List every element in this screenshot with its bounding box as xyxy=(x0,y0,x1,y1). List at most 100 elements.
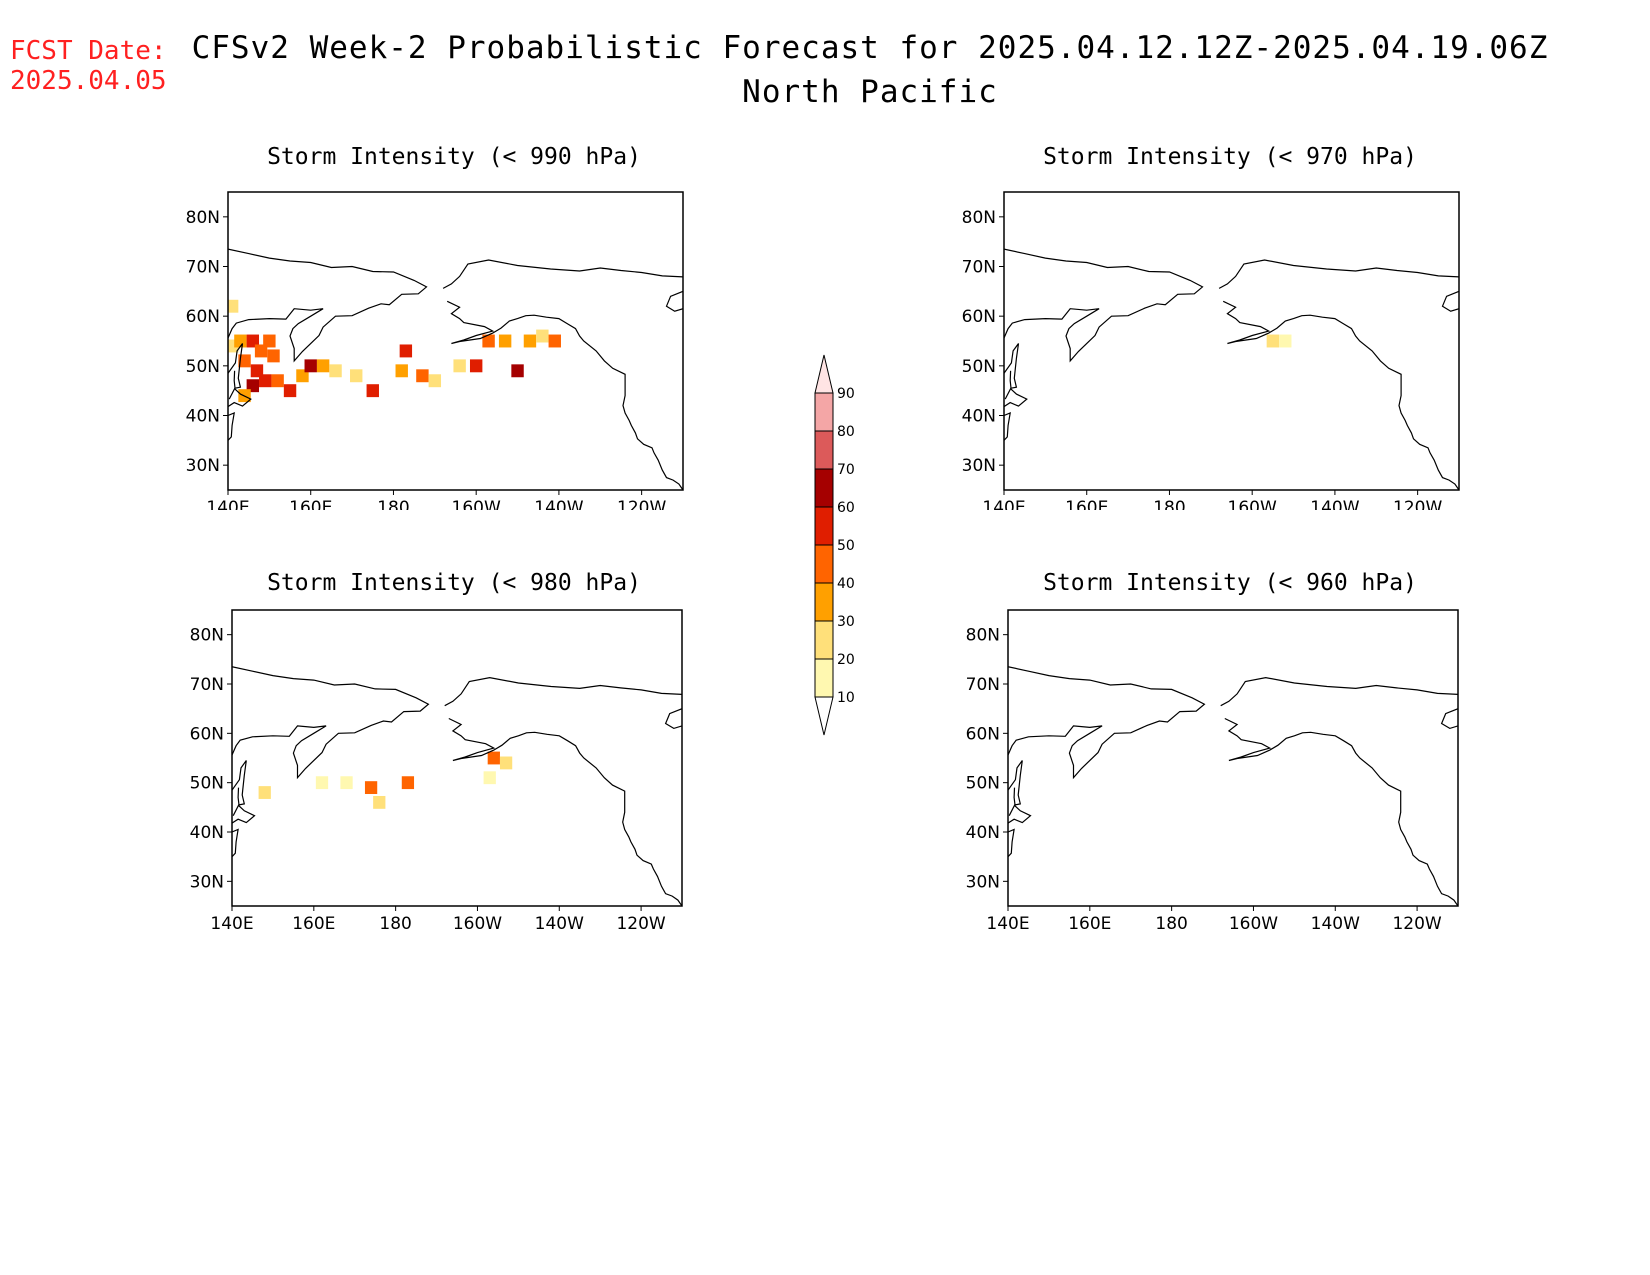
lat-tick-label: 30N xyxy=(966,872,1000,892)
prob-cell xyxy=(340,776,353,790)
prob-cell xyxy=(487,751,500,765)
prob-cell xyxy=(350,369,363,383)
coastline xyxy=(1004,248,1204,363)
colorbar-swatch xyxy=(814,468,834,508)
colorbar-label: 30 xyxy=(837,614,855,630)
coastline xyxy=(1008,804,1032,824)
lon-tick-label: 160E xyxy=(292,914,335,930)
page-subtitle: North Pacific xyxy=(742,74,998,110)
lon-tick-label: 140W xyxy=(534,498,583,510)
colorbar-label: 90 xyxy=(837,386,855,402)
colorbar-label: 40 xyxy=(837,576,855,592)
prob-cell xyxy=(258,786,271,799)
coastline xyxy=(442,259,683,289)
lon-tick-label: 140W xyxy=(1310,498,1359,510)
panel-title-990: Storm Intensity (< 990 hPa) xyxy=(267,144,641,170)
colorbar-lower-arrow xyxy=(814,696,834,736)
lon-tick-label: 160E xyxy=(289,498,332,510)
panel-960: Storm Intensity (< 960 hPa) 80N 70N 60N 50N… xyxy=(944,560,1464,930)
lat-tick-label: 50N xyxy=(190,774,224,794)
prob-cell xyxy=(259,374,272,388)
colorbar-label: 20 xyxy=(837,652,855,668)
panel-title-970: Storm Intensity (< 970 hPa) xyxy=(1043,144,1417,170)
lon-tick-label: 140E xyxy=(210,914,253,930)
prob-cell xyxy=(263,334,276,348)
lat-tick-label: 40N xyxy=(186,407,220,427)
lat-tick-label: 60N xyxy=(186,307,220,327)
coastline xyxy=(1004,343,1020,389)
lat-tick-label: 60N xyxy=(190,724,224,744)
lat-tick-label: 50N xyxy=(966,774,1000,794)
lat-tick-label: 50N xyxy=(186,357,220,377)
map-980: 80N 70N 60N 50N 40N 30N 140E 160E 180 160W 140W 120… xyxy=(190,609,683,930)
prob-cell xyxy=(234,334,247,348)
lat-tick-label: 80N xyxy=(962,208,996,228)
map-frame xyxy=(1003,191,1460,491)
lon-tick-label: 180 xyxy=(377,498,409,510)
coastline xyxy=(1441,290,1459,312)
coastline xyxy=(448,717,682,906)
prob-cell xyxy=(536,329,549,343)
prob-cell xyxy=(511,364,524,378)
coastline xyxy=(1220,676,1458,707)
prob-cell xyxy=(271,374,284,388)
lat-tick-label: 40N xyxy=(966,823,1000,843)
map-frame xyxy=(231,609,683,907)
prob-cell xyxy=(482,334,495,348)
lon-tick-label: 140W xyxy=(535,914,584,930)
colorbar-label: 10 xyxy=(837,690,855,706)
map-990: 80N 70N 60N 50N 40N 30N 140E 160E 180 160W 140W 120… xyxy=(186,191,684,510)
lat-tick-label: 40N xyxy=(962,407,996,427)
coastline xyxy=(1008,666,1206,780)
prob-cell xyxy=(469,359,483,373)
lon-tick-label: 120W xyxy=(1393,498,1442,510)
coastline xyxy=(228,248,428,363)
lat-tick-label: 70N xyxy=(186,258,220,278)
fcst-date-label: FCST Date: xyxy=(10,36,167,66)
coastline xyxy=(228,343,244,389)
lat-tick-label: 50N xyxy=(962,357,996,377)
colorbar-upper-arrow xyxy=(814,354,834,394)
prob-cell xyxy=(250,364,264,378)
prob-cell xyxy=(246,379,260,393)
lon-tick-label: 140E xyxy=(982,498,1025,510)
colorbar-label: 80 xyxy=(837,424,855,440)
lon-tick-label: 120W xyxy=(617,498,666,510)
map-frame xyxy=(227,191,684,491)
prob-cell xyxy=(364,781,378,795)
prob-cell xyxy=(523,334,537,348)
prob-cell xyxy=(453,359,466,373)
prob-cell xyxy=(246,334,260,348)
lat-tick-label: 30N xyxy=(962,456,996,476)
prob-cell xyxy=(315,776,329,790)
prob-cell xyxy=(304,359,317,373)
coastline xyxy=(232,760,247,806)
panel-990: Storm Intensity (< 990 hPa) 80N 70N 60N 50N… xyxy=(164,140,684,510)
fcst-date-value: 2025.04.05 xyxy=(10,66,167,96)
colorbar-swatch xyxy=(814,392,834,432)
prob-cell xyxy=(254,344,268,358)
prob-cell xyxy=(548,334,561,348)
prob-cell xyxy=(428,374,442,388)
prob-cell xyxy=(498,334,512,348)
panel-980: Storm Intensity (< 980 hPa) 80N 70N 60N 50N… xyxy=(168,560,688,930)
lon-tick-label: 160W xyxy=(1228,498,1277,510)
lat-tick-label: 40N xyxy=(190,823,224,843)
coastline xyxy=(1008,760,1023,806)
coastline xyxy=(232,804,256,824)
lon-tick-label: 120W xyxy=(616,914,665,930)
coastline xyxy=(664,708,682,730)
lon-tick-label: 180 xyxy=(1155,914,1187,930)
prob-cell xyxy=(366,384,379,398)
colorbar-swatch xyxy=(814,658,834,698)
lon-tick-label: 140E xyxy=(986,914,1029,930)
prob-cell xyxy=(401,776,415,790)
prob-cell xyxy=(416,369,429,383)
coastline xyxy=(1440,708,1458,730)
prob-cell xyxy=(283,384,297,398)
prob-cell xyxy=(483,771,496,785)
lon-tick-label: 160W xyxy=(453,914,502,930)
colorbar: 10 20 30 40 50 60 70 80 90 xyxy=(814,354,855,736)
map-970: 80N 70N 60N 50N 40N 30N 140E 160E 180 160W 140W 120… xyxy=(962,191,1460,510)
prob-cell xyxy=(399,344,413,358)
